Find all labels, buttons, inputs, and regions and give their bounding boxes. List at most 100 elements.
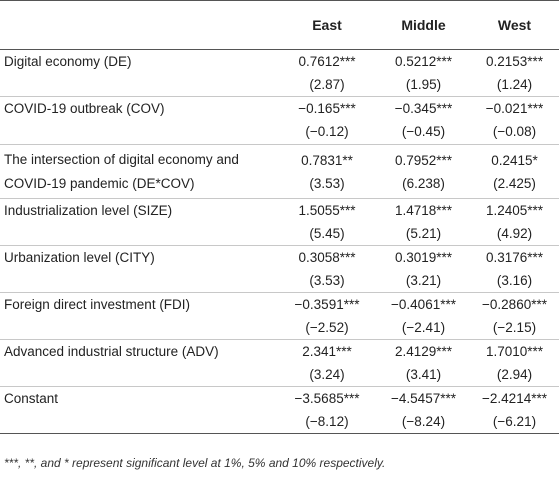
row-label-text: Industrialization level (SIZE) [4,203,173,218]
coef-value: 2.4129*** [394,344,453,359]
table-row: Advanced industrial structure (ADV) 2.34… [0,339,559,387]
header-variable [0,0,277,50]
t-stat-value: (1.24) [496,77,533,92]
coef-value: −0.021*** [485,101,544,116]
coef-value: 2.341*** [302,344,352,359]
row-label-text: Constant [4,391,59,406]
t-stat-value: (5.45) [309,226,345,241]
t-stat-value: (3.21) [405,273,442,288]
cell-west: 1.7010*** (2.94) [470,339,559,387]
coef-value: 1.5055*** [298,203,356,218]
t-stat-value: (−2.15) [492,320,537,335]
t-stat-value: (3.53) [309,175,345,191]
row-label-text: Digital economy (DE) [4,54,132,69]
row-label-text: Urbanization level (CITY) [4,250,155,265]
table-row: Industrialization level (SIZE) 1.5055***… [0,198,559,246]
coef-value: 0.5212*** [394,54,453,69]
table-header: East Middle West [0,0,559,50]
coef-value: −2.4214*** [482,391,547,406]
table-row: COVID-19 outbreak (COV) −0.165*** (−0.12… [0,96,559,145]
row-label-text: The intersection of digital economy and [4,151,239,167]
t-stat-value: (2.87) [309,77,345,92]
coef-value: −0.345*** [394,101,453,116]
t-stat-value: (2.94) [496,367,533,382]
t-stat-value: (−0.45) [401,124,446,139]
coef-value: 0.7952*** [394,152,453,168]
row-label-text: COVID-19 pandemic (DE*COV) [4,175,195,191]
table-row: Digital economy (DE) 0.7612*** (2.87) 0.… [0,50,559,97]
coef-value: −0.165*** [298,101,356,116]
table-row: Constant −3.5685*** (−8.12) −4.5457*** (… [0,386,559,434]
cell-east: −0.165*** (−0.12) [277,96,377,145]
t-stat-value: (−6.21) [492,414,537,429]
cell-west: −0.021*** (−0.08) [470,96,559,145]
coef-value: 0.3058*** [298,250,356,265]
coef-value: 0.2415* [491,152,538,168]
cell-west: −0.2860*** (−2.15) [470,292,559,340]
coef-value: −4.5457*** [391,391,456,406]
cell-middle: 0.5212*** (1.95) [377,50,470,97]
header-row: East Middle West [0,0,559,50]
cell-west: −2.4214*** (−6.21) [470,386,559,434]
t-stat-value: (6.238) [402,175,445,191]
cell-east: 1.5055*** (5.45) [277,198,377,246]
cell-east: 0.7831** (3.53) [277,144,377,199]
table-row: The intersection of digital economy and … [0,144,559,199]
coef-value: 0.2153*** [485,54,544,69]
table-row: Urbanization level (CITY) 0.3058*** (3.5… [0,245,559,293]
t-stat-value: (3.16) [496,273,533,288]
row-label-text: Advanced industrial structure (ADV) [4,344,219,359]
header-east: East [277,0,377,50]
coef-value: 1.7010*** [485,344,544,359]
t-stat-value: (2.425) [493,175,536,191]
cell-middle: −0.4061*** (−2.41) [377,292,470,340]
row-label: Industrialization level (SIZE) [0,198,277,246]
coef-value: 0.7612*** [298,54,356,69]
row-label: Advanced industrial structure (ADV) [0,339,277,387]
cell-middle: 0.3019*** (3.21) [377,245,470,293]
cell-east: 0.7612*** (2.87) [277,50,377,97]
coef-value: −0.3591*** [294,297,360,312]
coef-value: −0.4061*** [391,297,456,312]
row-label-text: COVID-19 outbreak (COV) [4,101,165,116]
coef-value: 0.3019*** [394,250,453,265]
regression-table: East Middle West Digital economy (DE) 0.… [0,0,559,434]
cell-east: −0.3591*** (−2.52) [277,292,377,340]
header-west: West [470,0,559,50]
cell-middle: 1.4718*** (5.21) [377,198,470,246]
coef-value: 1.2405*** [485,203,544,218]
t-stat-value: (−0.12) [305,124,349,139]
cell-west: 0.3176*** (3.16) [470,245,559,293]
header-middle: Middle [377,0,470,50]
cell-west: 1.2405*** (4.92) [470,198,559,246]
cell-east: 2.341*** (3.24) [277,339,377,387]
cell-east: −3.5685*** (−8.12) [277,386,377,434]
table-row: Foreign direct investment (FDI) −0.3591*… [0,292,559,340]
row-label: COVID-19 outbreak (COV) [0,96,277,145]
coef-value: −3.5685*** [294,391,360,406]
t-stat-value: (−0.08) [492,124,537,139]
coef-value: 0.3176*** [485,250,544,265]
cell-middle: 2.4129*** (3.41) [377,339,470,387]
cell-west: 0.2153*** (1.24) [470,50,559,97]
row-label: The intersection of digital economy and … [0,144,277,199]
coef-value: 0.7831** [301,152,353,168]
cell-middle: −0.345*** (−0.45) [377,96,470,145]
cell-west: 0.2415* (2.425) [470,144,559,199]
coef-value: −0.2860*** [482,297,547,312]
t-stat-value: (−2.41) [401,320,446,335]
t-stat-value: (5.21) [405,226,442,241]
cell-middle: 0.7952*** (6.238) [377,144,470,199]
t-stat-value: (3.41) [405,367,442,382]
t-stat-value: (−2.52) [305,320,349,335]
row-label: Foreign direct investment (FDI) [0,292,277,340]
row-label: Digital economy (DE) [0,50,277,97]
row-label: Constant [0,386,277,434]
coef-value: 1.4718*** [394,203,453,218]
t-stat-value: (4.92) [496,226,533,241]
t-stat-value: (−8.12) [305,414,349,429]
table-body: Digital economy (DE) 0.7612*** (2.87) 0.… [0,50,559,434]
t-stat-value: (3.53) [309,273,345,288]
cell-middle: −4.5457*** (−8.24) [377,386,470,434]
